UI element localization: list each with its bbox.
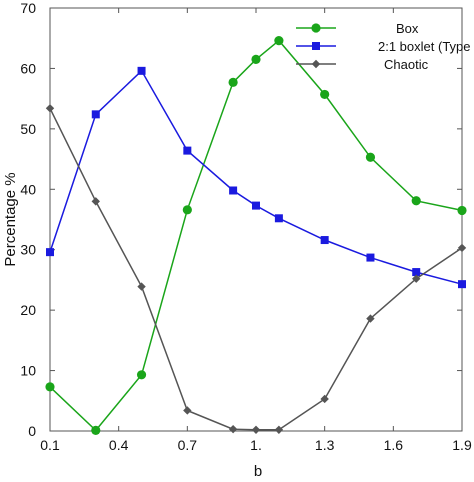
- data-point-chaotic: [251, 425, 261, 434]
- data-point-box: [182, 205, 192, 215]
- data-point-2-1-boxlet-type-a: [183, 146, 192, 155]
- data-point-box: [45, 382, 55, 392]
- data-point-chaotic: [137, 282, 146, 291]
- data-point-box: [91, 425, 101, 435]
- data-point-chaotic: [45, 104, 55, 113]
- data-point-box: [457, 205, 467, 216]
- data-point-chaotic: [457, 243, 467, 253]
- data-point-chaotic: [183, 406, 192, 415]
- data-point-2-1-boxlet-type-a: [46, 248, 54, 257]
- data-point-2-1-boxlet-type-a: [274, 214, 283, 223]
- y-axis-title: Percentage %: [2, 172, 19, 266]
- data-point-2-1-boxlet-type-a: [229, 186, 238, 195]
- y-tick-label: 30: [20, 242, 36, 258]
- y-tick-label: 60: [20, 60, 36, 76]
- data-point-box: [274, 36, 284, 46]
- x-tick-label: 0.7: [178, 437, 198, 453]
- y-tick-label: 0: [28, 423, 36, 439]
- data-point-chaotic: [412, 274, 421, 283]
- y-tick-label: 70: [20, 0, 36, 16]
- data-point-2-1-boxlet-type-a: [458, 280, 466, 289]
- y-tick-label: 10: [20, 363, 36, 379]
- data-point-box: [251, 54, 261, 64]
- data-point-chaotic: [91, 197, 100, 206]
- data-point-2-1-boxlet-type-a: [252, 201, 260, 210]
- y-tick-label: 50: [20, 121, 36, 137]
- x-tick-label: 0.4: [109, 437, 129, 453]
- series-box: [45, 36, 467, 435]
- series-2-1-boxlet-type-a: [46, 66, 466, 289]
- x-tick-label: 1.9: [452, 437, 472, 453]
- data-point-box: [136, 370, 147, 380]
- y-tick-label: 40: [20, 181, 36, 197]
- data-point-2-1-boxlet-type-a: [412, 268, 421, 277]
- legend-label-chaotic: Chaotic: [384, 57, 429, 72]
- legend-marker-box: [311, 23, 321, 33]
- series-line-2-1-boxlet-type-a: [49, 69, 463, 285]
- legend-marker-chaotic: [311, 59, 321, 69]
- x-tick-label: 1.: [250, 437, 262, 453]
- legend-label-box: Box: [396, 21, 419, 36]
- series-line-chaotic: [49, 107, 463, 431]
- series-layer: [45, 36, 467, 435]
- data-point-2-1-boxlet-type-a: [366, 253, 375, 262]
- axis-ticks: 0.1 0.4 0.7 1. 1.3 1.6 1.9 0 10 20 30 40 50 60 70: [20, 0, 472, 453]
- data-point-chaotic: [320, 394, 329, 404]
- legend-marker-2-1-boxlet-type-a: [312, 42, 320, 50]
- data-point-box: [228, 77, 238, 87]
- data-point-2-1-boxlet-type-a: [320, 236, 329, 245]
- x-axis-title: b: [254, 463, 262, 480]
- data-point-chaotic: [228, 424, 238, 434]
- y-tick-label: 20: [20, 302, 36, 318]
- data-point-box: [320, 89, 330, 100]
- x-tick-label: 1.3: [315, 437, 335, 453]
- data-point-chaotic: [274, 425, 284, 434]
- data-point-2-1-boxlet-type-a: [91, 110, 100, 119]
- data-point-box: [411, 196, 421, 206]
- legend-label-2-1-boxlet-type-a: 2:1 boxlet (Type a): [378, 39, 474, 54]
- data-point-2-1-boxlet-type-a: [137, 66, 146, 75]
- series-chaotic: [45, 104, 467, 434]
- data-point-box: [365, 152, 376, 162]
- data-point-chaotic: [366, 314, 375, 323]
- x-tick-label: 0.1: [40, 437, 60, 453]
- legend: Box 2:1 boxlet (Type a) Chaotic: [296, 21, 474, 72]
- x-tick-label: 1.6: [384, 437, 404, 453]
